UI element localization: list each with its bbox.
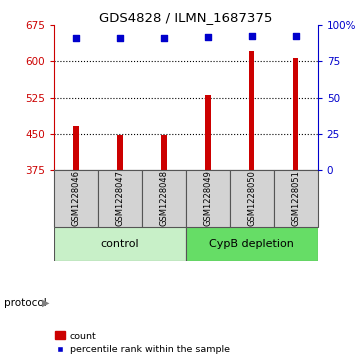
Point (205, 34, 211, 40)
Bar (117, 135, 123, 170)
Text: control: control (101, 239, 139, 249)
Bar (274, 170, 318, 227)
Text: GSM1228050: GSM1228050 (247, 171, 256, 227)
Text: ▶: ▶ (42, 298, 49, 308)
Bar (186, 170, 230, 227)
Point (73, 36, 79, 41)
Bar (230, 170, 274, 227)
Text: protocol: protocol (4, 298, 46, 308)
Text: CypB depletion: CypB depletion (209, 239, 294, 249)
Bar (186, 227, 318, 261)
Point (117, 36, 123, 41)
Text: GSM1228049: GSM1228049 (203, 171, 212, 227)
Bar (142, 170, 186, 227)
Point (293, 33, 299, 38)
Bar (54, 170, 98, 227)
Text: GSM1228046: GSM1228046 (71, 171, 81, 227)
Bar (74, 126, 79, 170)
Bar (98, 170, 142, 227)
Text: GSM1228047: GSM1228047 (116, 171, 125, 227)
Bar (293, 58, 298, 170)
Point (161, 36, 167, 41)
Bar (54, 227, 186, 261)
Text: GSM1228051: GSM1228051 (291, 171, 300, 227)
Text: GSM1228048: GSM1228048 (160, 171, 169, 227)
Bar (161, 135, 166, 170)
Legend: count, percentile rank within the sample: count, percentile rank within the sample (52, 328, 233, 358)
Bar (205, 95, 210, 170)
Point (249, 33, 255, 38)
Title: GDS4828 / ILMN_1687375: GDS4828 / ILMN_1687375 (99, 11, 273, 24)
Bar (249, 51, 255, 170)
